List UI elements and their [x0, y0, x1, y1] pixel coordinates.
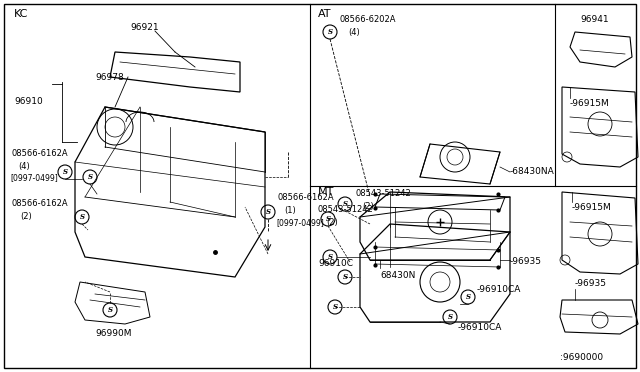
Text: (2): (2): [20, 212, 32, 221]
Text: -96910CA: -96910CA: [458, 323, 502, 331]
Text: S: S: [342, 200, 348, 208]
Text: 08566-6202A: 08566-6202A: [340, 16, 397, 25]
Text: -96915M: -96915M: [570, 99, 610, 109]
Text: S: S: [266, 208, 271, 216]
Text: -96935: -96935: [575, 279, 607, 289]
Text: -68430NA: -68430NA: [510, 167, 555, 176]
Text: -96910CA: -96910CA: [477, 285, 522, 295]
Text: KC: KC: [14, 9, 28, 19]
Text: (1): (1): [284, 205, 296, 215]
Text: (4): (4): [348, 28, 360, 36]
Text: AT: AT: [318, 9, 332, 19]
Text: (2): (2): [326, 218, 338, 227]
Text: S: S: [79, 213, 84, 221]
Text: S: S: [63, 168, 67, 176]
Text: (2): (2): [362, 202, 374, 211]
Text: S: S: [328, 253, 333, 261]
Text: S: S: [447, 313, 452, 321]
Text: MT: MT: [318, 187, 334, 197]
Text: -96935: -96935: [510, 257, 542, 266]
Text: 96910C: 96910C: [318, 260, 353, 269]
Text: 96990M: 96990M: [95, 330, 131, 339]
Text: (4): (4): [18, 161, 29, 170]
Text: 08543-51242: 08543-51242: [355, 189, 411, 199]
Text: 68430N: 68430N: [380, 270, 415, 279]
Text: S: S: [328, 28, 333, 36]
Text: [0997-0499]: [0997-0499]: [10, 173, 58, 183]
Text: S: S: [108, 306, 113, 314]
Text: -96915M: -96915M: [572, 202, 612, 212]
Text: S: S: [88, 173, 93, 181]
Text: [0997-0499]: [0997-0499]: [276, 218, 324, 228]
Text: :9690000: :9690000: [560, 353, 603, 362]
Text: S: S: [326, 215, 330, 223]
Text: S: S: [465, 293, 470, 301]
Text: 08566-6162A: 08566-6162A: [12, 199, 68, 208]
Text: S: S: [342, 273, 348, 281]
Text: 08566-6162A: 08566-6162A: [278, 192, 335, 202]
Text: 96921: 96921: [130, 22, 159, 32]
Text: 96978: 96978: [95, 73, 124, 81]
Text: 96910: 96910: [14, 97, 43, 106]
Text: 08543-51242: 08543-51242: [318, 205, 374, 215]
Text: 08566-6162A: 08566-6162A: [12, 150, 68, 158]
Text: S: S: [333, 303, 337, 311]
Text: 96941: 96941: [580, 16, 609, 25]
